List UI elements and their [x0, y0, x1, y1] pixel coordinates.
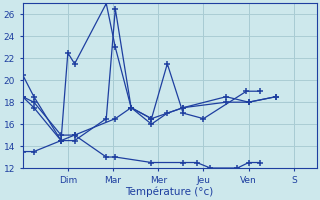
X-axis label: Température (°c): Température (°c): [125, 186, 214, 197]
